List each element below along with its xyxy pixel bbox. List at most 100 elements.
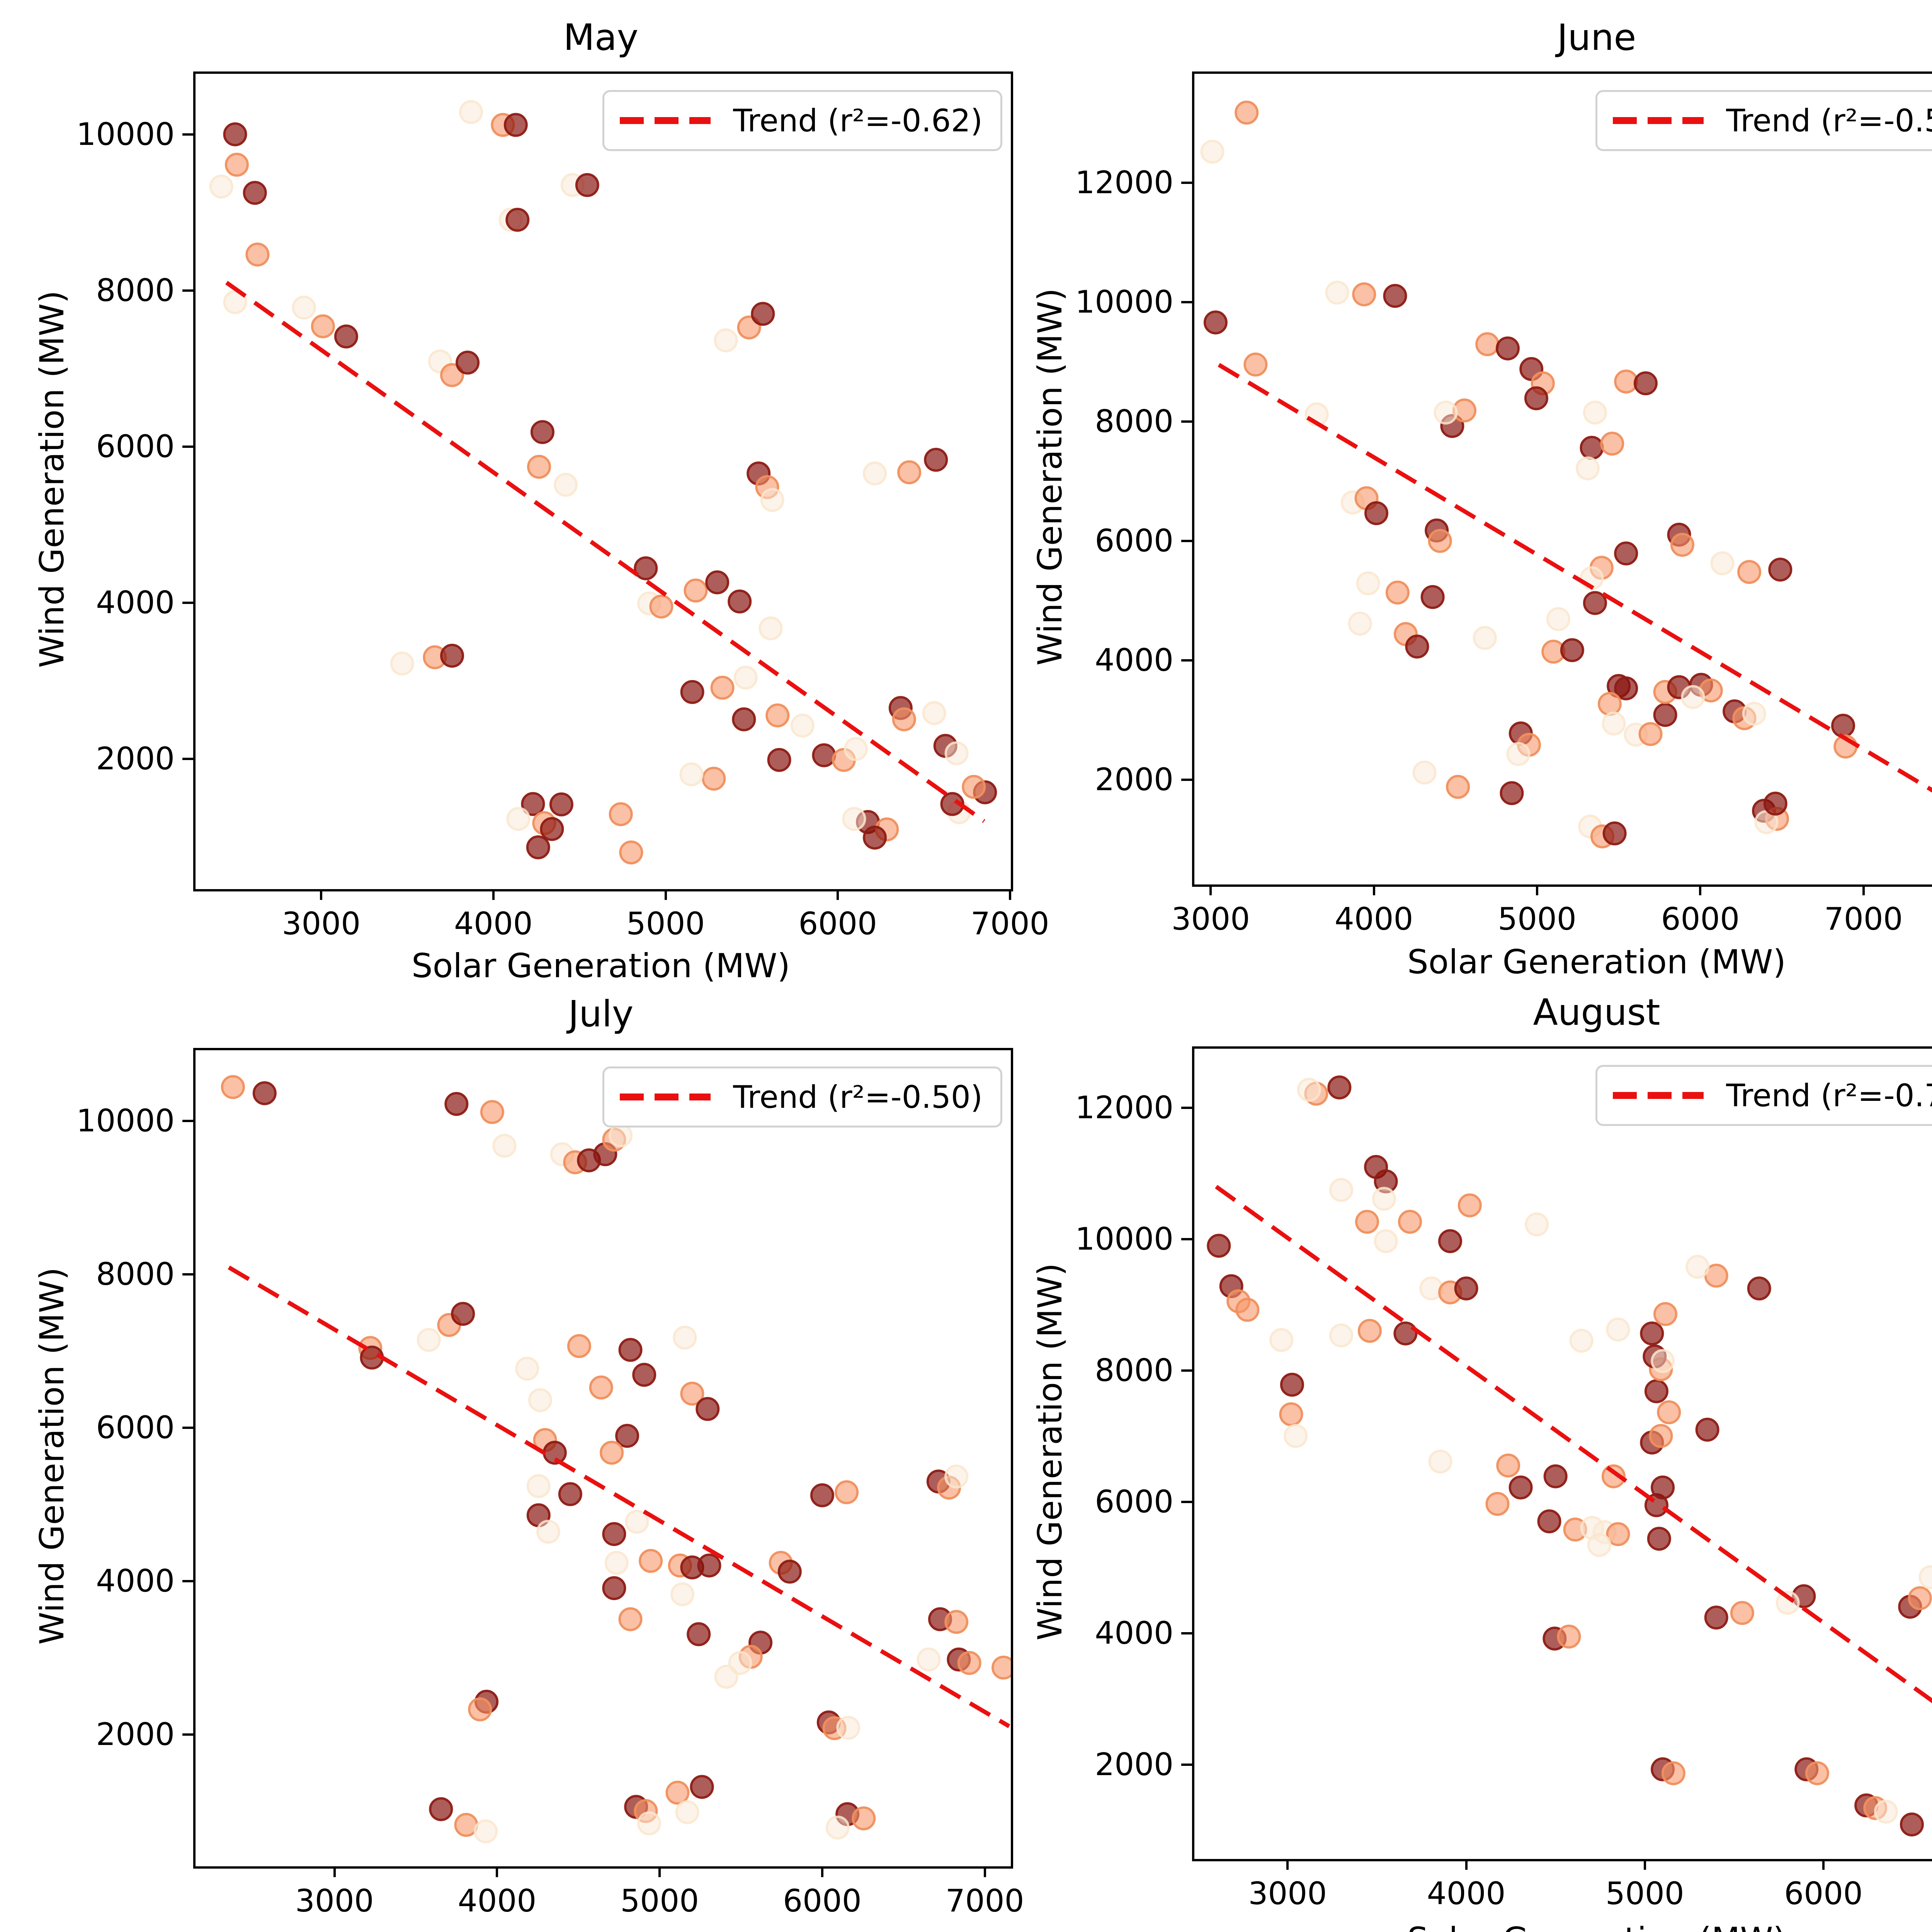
data-point [1405, 634, 1429, 659]
plot-title-may: May [563, 17, 639, 59]
y-tick-label: 4000 [96, 584, 175, 621]
data-point [1710, 551, 1735, 575]
x-tick [492, 889, 495, 900]
trend-line [1215, 1185, 1932, 1703]
scatter-canvas-may [209, 100, 997, 865]
data-point [710, 675, 735, 700]
legend-august: Trend (r²=-0.72) [1595, 1065, 1932, 1126]
y-tick [1181, 420, 1192, 423]
data-point [1651, 1349, 1675, 1373]
y-tick [182, 757, 193, 760]
y-tick-label: 2000 [96, 1716, 175, 1753]
data-point [1874, 1799, 1898, 1824]
data-point [1640, 1321, 1664, 1345]
trend-line-sample-icon [620, 117, 711, 124]
data-point [1638, 722, 1663, 746]
data-point [728, 589, 752, 614]
scatter-canvas-june [1200, 100, 1932, 849]
data-point [1473, 626, 1497, 650]
data-point [417, 1328, 441, 1352]
y-tick-label: 10000 [1075, 284, 1174, 320]
x-axis-label: Solar Generation (MW) [1287, 1922, 1906, 1932]
data-point [637, 1811, 661, 1835]
data-point [609, 1123, 633, 1148]
data-point [1446, 775, 1470, 799]
data-point [957, 1651, 981, 1675]
data-point [558, 1482, 582, 1506]
data-point [1730, 1601, 1754, 1625]
data-point [944, 1610, 969, 1634]
y-tick [182, 601, 193, 604]
x-tick-label: 4000 [454, 906, 533, 942]
data-point [1325, 281, 1349, 305]
y-tick [1181, 1238, 1192, 1240]
data-point [334, 324, 358, 349]
data-point [679, 762, 704, 786]
data-point [429, 1797, 453, 1821]
data-point [1537, 1509, 1561, 1534]
data-point [1704, 1605, 1728, 1630]
data-point [589, 1375, 613, 1400]
x-tick-label: 6000 [1661, 901, 1740, 937]
data-point [1280, 1372, 1304, 1397]
trend-line-sample-icon [620, 1094, 711, 1100]
data-point [1661, 1761, 1685, 1786]
data-point [825, 1815, 850, 1840]
data-point [527, 455, 551, 479]
data-point [1606, 1317, 1630, 1342]
y-tick [1181, 301, 1192, 303]
data-point [1243, 352, 1268, 377]
data-point [1357, 1319, 1382, 1343]
data-point [1546, 607, 1570, 631]
x-tick-label: 7000 [945, 1883, 1024, 1919]
trend-line [225, 281, 986, 823]
x-tick [664, 889, 667, 900]
axes-august: Trend (r²=-0.72) [1192, 1046, 1932, 1861]
data-point [649, 594, 673, 619]
y-tick [182, 133, 193, 136]
data-point [1653, 703, 1677, 727]
data-point [634, 556, 658, 580]
data-point [992, 1655, 1011, 1680]
legend-label: Trend (r²=-0.72) [1726, 1077, 1932, 1114]
data-point [1543, 1464, 1568, 1488]
x-tick [658, 1866, 661, 1877]
data-point [1348, 611, 1372, 636]
data-point [245, 242, 270, 267]
data-point [675, 1800, 699, 1824]
y-tick-label: 8000 [1095, 403, 1173, 439]
data-point [1372, 1187, 1396, 1211]
data-point [1398, 1210, 1422, 1234]
x-tick [1465, 1859, 1468, 1870]
data-point [492, 1134, 517, 1158]
x-tick [1699, 884, 1702, 895]
data-point [554, 473, 578, 497]
y-tick [1181, 1501, 1192, 1503]
data-point [767, 748, 791, 772]
data-point [777, 1560, 802, 1584]
data-point [243, 181, 267, 205]
data-point [1327, 1075, 1352, 1100]
data-point [1653, 1302, 1677, 1326]
x-tick-label: 5000 [620, 1883, 699, 1919]
data-point [1235, 1298, 1260, 1322]
x-tick [1536, 884, 1538, 895]
data-point [602, 1522, 626, 1546]
data-point [1557, 1624, 1581, 1649]
y-tick-label: 8000 [96, 1256, 175, 1292]
data-point [625, 1510, 649, 1534]
plot-title-june: June [1557, 17, 1636, 59]
y-axis-label: Wind Generation (MW) [1031, 288, 1070, 666]
data-point [1695, 1418, 1719, 1442]
data-point [665, 1781, 690, 1805]
data-point [521, 792, 545, 816]
data-point [1475, 332, 1500, 356]
data-point [209, 174, 233, 199]
data-point [696, 1397, 720, 1421]
data-point [602, 1576, 626, 1600]
x-tick-label: 3000 [282, 906, 361, 942]
data-point [687, 1622, 711, 1646]
data-point [390, 651, 414, 676]
data-point [1279, 1402, 1303, 1427]
data-point [760, 488, 784, 512]
